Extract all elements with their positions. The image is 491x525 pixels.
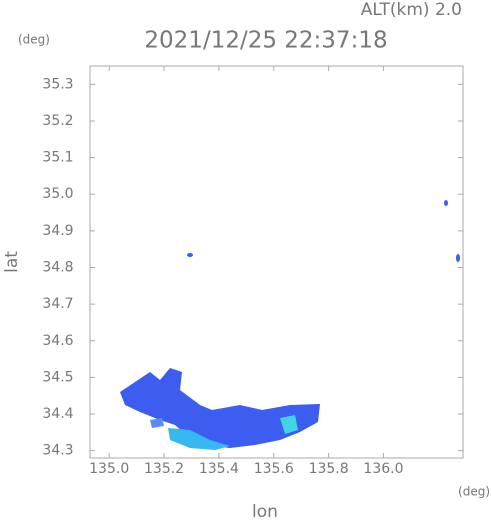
chart-title: 2021/12/25 22:37:18 — [144, 28, 387, 54]
radar-echo — [120, 368, 320, 448]
radar-echo — [444, 200, 448, 206]
radar-echo — [456, 254, 460, 262]
y-tick-label: 34.9 — [42, 223, 73, 239]
x-unit: (deg) — [458, 485, 490, 499]
x-tick-label: 135.4 — [199, 461, 239, 477]
y-tick-label: 34.7 — [42, 296, 73, 312]
y-unit: (deg) — [18, 33, 50, 47]
x-tick-label: 135.2 — [144, 461, 184, 477]
x-tick-label: 135.6 — [254, 461, 294, 477]
y-axis-label: lat — [2, 251, 22, 273]
radar-echo — [280, 415, 298, 434]
y-tick-label: 34.4 — [42, 406, 73, 422]
radar-echo — [168, 428, 230, 450]
y-tick-label: 34.8 — [42, 259, 73, 275]
radar-echo — [150, 418, 164, 428]
y-tick-label: 35.0 — [42, 186, 73, 202]
radar-echo — [187, 253, 193, 257]
y-tick-label: 34.6 — [42, 333, 73, 349]
y-tick-label: 35.2 — [42, 113, 73, 129]
y-tick-label: 35.1 — [42, 150, 73, 166]
x-tick-label: 135.8 — [309, 461, 349, 477]
altitude-label: ALT(km) 2.0 — [361, 0, 462, 20]
y-tick-label: 35.3 — [42, 76, 73, 92]
x-axis-label: lon — [252, 502, 278, 521]
x-tick-label: 136.0 — [363, 461, 403, 477]
plot-frame — [89, 65, 464, 459]
radar-echoes — [120, 200, 460, 450]
x-tick-label: 135.0 — [89, 461, 129, 477]
y-tick-label: 34.3 — [42, 443, 73, 459]
y-tick-label: 34.5 — [42, 369, 73, 385]
